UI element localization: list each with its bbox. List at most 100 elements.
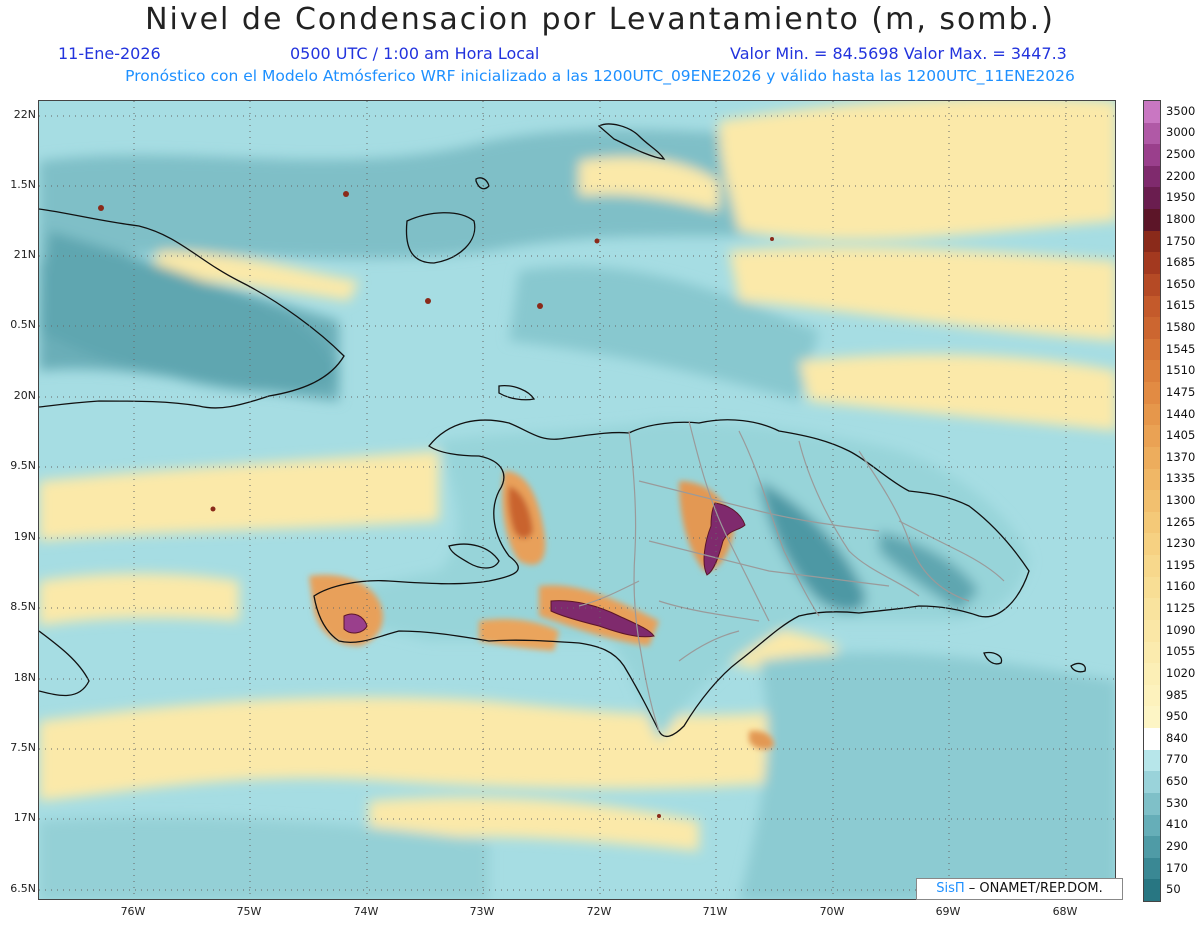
- y-tick-label: 22N: [13, 108, 36, 121]
- legend-swatch: [1144, 619, 1160, 643]
- legend-label: 1055: [1166, 644, 1196, 659]
- y-tick-label: 9.5N: [10, 459, 36, 472]
- legend-swatch: [1144, 490, 1160, 513]
- y-tick-label: 7.5N: [10, 741, 36, 754]
- legend-swatch: [1144, 273, 1160, 297]
- legend-label: 170: [1166, 860, 1188, 875]
- legend-swatch: [1144, 728, 1160, 751]
- legend-label: 290: [1166, 838, 1188, 853]
- legend-swatch: [1144, 533, 1160, 556]
- time-label: 0500 UTC / 1:00 am Hora Local: [290, 44, 540, 63]
- legend-swatch: [1144, 122, 1160, 145]
- legend-label: 410: [1166, 817, 1188, 832]
- y-tick-label: 1.5N: [10, 178, 36, 191]
- y-tick-label: 8.5N: [10, 600, 36, 613]
- legend-label: 1800: [1166, 211, 1196, 226]
- y-tick-label: 20N: [13, 389, 36, 402]
- x-tick-label: 76W: [120, 905, 146, 918]
- y-tick-label: 17N: [13, 811, 36, 824]
- legend-colorbar: [1143, 100, 1161, 902]
- legend-swatch: [1144, 446, 1160, 470]
- legend-swatch: [1144, 857, 1160, 880]
- legend-label: 1370: [1166, 449, 1196, 464]
- legend-swatch: [1144, 187, 1160, 210]
- legend-swatch: [1144, 706, 1160, 729]
- legend-swatch: [1144, 771, 1160, 794]
- x-tick-label: 70W: [819, 905, 845, 918]
- y-tick-label: 18N: [13, 671, 36, 684]
- legend-swatch: [1144, 598, 1160, 621]
- legend-label: 1265: [1166, 514, 1196, 529]
- x-tick-label: 68W: [1052, 905, 1078, 918]
- x-tick-label: 71W: [702, 905, 728, 918]
- legend-label: 770: [1166, 752, 1188, 767]
- legend-swatch: [1144, 101, 1160, 124]
- legend-swatch: [1144, 879, 1160, 902]
- legend-label: 1685: [1166, 255, 1196, 270]
- x-tick-label: 74W: [353, 905, 379, 918]
- legend-label: 2500: [1166, 147, 1196, 162]
- legend-label: 50: [1166, 882, 1181, 897]
- legend-label: 1160: [1166, 579, 1196, 594]
- y-tick-label: 6.5N: [10, 882, 36, 895]
- legend-swatch: [1144, 836, 1160, 859]
- x-tick-label: 72W: [586, 905, 612, 918]
- date-label: 11-Ene-2026: [58, 44, 161, 63]
- legend-swatch: [1144, 360, 1160, 383]
- legend-label: 1475: [1166, 384, 1196, 399]
- legend-label: 840: [1166, 730, 1188, 745]
- legend-swatch: [1144, 425, 1160, 448]
- x-tick-label: 75W: [236, 905, 262, 918]
- legend-label: 1300: [1166, 493, 1196, 507]
- credit-brand: SisΠ: [936, 881, 965, 896]
- credit-text: – ONAMET/REP.DOM.: [964, 881, 1103, 896]
- legend-swatch: [1144, 252, 1160, 275]
- map-panel[interactable]: [38, 100, 1116, 900]
- legend-swatch: [1144, 230, 1160, 253]
- legend-label: 2200: [1166, 168, 1196, 183]
- forecast-label: Pronóstico con el Modelo Atmósferico WRF…: [125, 67, 1075, 85]
- legend-swatch: [1144, 317, 1160, 340]
- legend-label: 1090: [1166, 622, 1196, 637]
- legend-swatch: [1144, 576, 1160, 599]
- legend-label: 1440: [1166, 406, 1196, 421]
- legend-swatch: [1144, 468, 1160, 491]
- legend-swatch: [1144, 511, 1160, 534]
- legend-label: 1125: [1166, 601, 1196, 616]
- legend-label: 1195: [1166, 557, 1196, 572]
- legend-swatch: [1144, 165, 1160, 188]
- legend-swatch: [1144, 209, 1160, 232]
- y-tick-label: 21N: [13, 248, 36, 261]
- x-tick-label: 69W: [935, 905, 961, 918]
- legend-swatch: [1144, 641, 1160, 664]
- legend-swatch: [1144, 792, 1160, 815]
- legend-label: 1335: [1166, 471, 1196, 486]
- legend-label: 3000: [1166, 125, 1196, 140]
- legend-swatch: [1144, 814, 1160, 837]
- legend-label: 1650: [1166, 276, 1196, 291]
- legend-swatch: [1144, 555, 1160, 578]
- legend-label: 530: [1166, 795, 1188, 810]
- lcl-field-map: [39, 101, 1115, 899]
- x-tick-label: 73W: [469, 905, 495, 918]
- chart-title: Nivel de Condensacion por Levantamiento …: [145, 2, 1055, 37]
- legend-label: 1545: [1166, 341, 1196, 356]
- credit-box: SisΠ – ONAMET/REP.DOM.: [916, 878, 1123, 900]
- legend-label: 1405: [1166, 428, 1196, 443]
- legend-label: 3500: [1166, 103, 1196, 118]
- legend-label: 1750: [1166, 233, 1196, 248]
- legend-label: 650: [1166, 774, 1188, 789]
- legend-label: 950: [1166, 709, 1188, 724]
- legend-label: 1580: [1166, 320, 1196, 335]
- legend-swatch: [1144, 684, 1160, 707]
- legend-label: 1510: [1166, 363, 1196, 378]
- legend-swatch: [1144, 338, 1160, 361]
- legend-label: 1020: [1166, 665, 1196, 680]
- legend-swatch: [1144, 382, 1160, 405]
- y-tick-label: 0.5N: [10, 318, 36, 331]
- legend-label: 1950: [1166, 190, 1196, 205]
- legend-label: 985: [1166, 687, 1188, 702]
- legend-swatch: [1144, 663, 1160, 686]
- minmax-label: Valor Min. = 84.5698 Valor Max. = 3447.3: [730, 44, 1067, 63]
- legend-label: 1615: [1166, 298, 1196, 313]
